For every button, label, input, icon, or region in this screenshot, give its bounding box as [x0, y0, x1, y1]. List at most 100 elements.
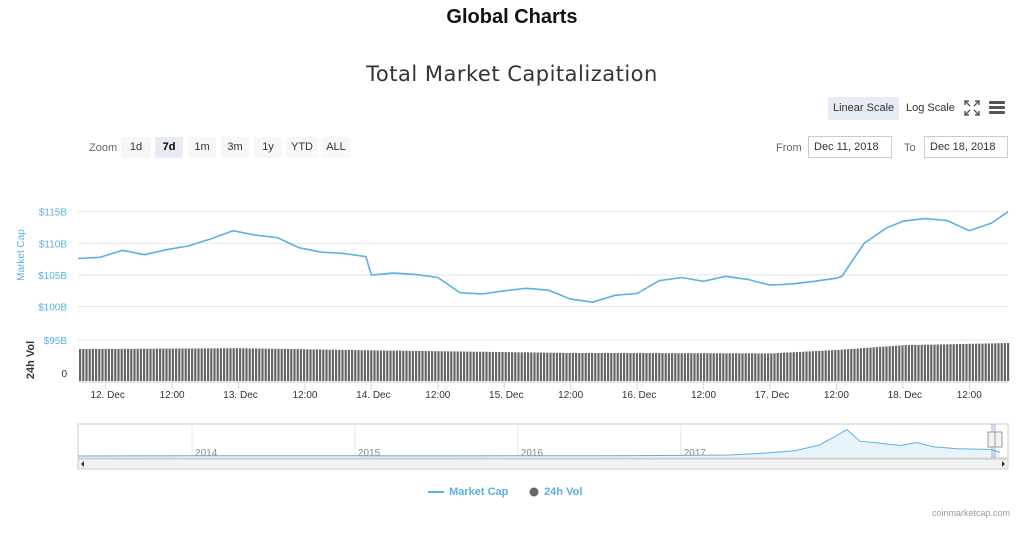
- volume-bar: [530, 352, 533, 381]
- volume-bar: [383, 350, 386, 381]
- volume-bar: [536, 352, 539, 381]
- market-cap-chart[interactable]: $100B $105B $110B $115B Market Cap $95B 0 24h …: [0, 0, 1024, 470]
- zoom-button-all[interactable]: ALL: [322, 137, 350, 158]
- volume-bar: [655, 353, 658, 381]
- zoom-button-1y[interactable]: 1y: [254, 137, 282, 158]
- volume-bar: [527, 352, 530, 381]
- volume-bar: [683, 353, 686, 381]
- volume-bar: [322, 349, 325, 381]
- zoom-button-7d[interactable]: 7d: [155, 137, 183, 158]
- legend-item-market-cap[interactable]: Market Cap: [428, 486, 508, 498]
- volume-bar: [392, 350, 395, 381]
- x-tick-label: 12:00: [824, 390, 849, 401]
- volume-bar: [363, 350, 366, 381]
- volume-bar: [719, 353, 722, 381]
- volume-bar: [315, 349, 318, 381]
- volume-bar: [181, 348, 184, 381]
- volume-bar: [325, 349, 328, 381]
- volume-bar: [795, 352, 798, 381]
- volume-bar: [744, 353, 747, 381]
- volume-bar: [159, 348, 162, 381]
- volume-bar: [293, 349, 296, 381]
- volume-bar: [149, 348, 152, 381]
- volume-bar: [693, 353, 696, 381]
- navigator-handle[interactable]: [994, 431, 1003, 448]
- volume-bar: [130, 348, 133, 381]
- to-date-input[interactable]: [924, 136, 1008, 158]
- volume-bar: [584, 353, 587, 381]
- volume-bar: [635, 353, 638, 381]
- volume-bar: [251, 348, 254, 381]
- zoom-button-1d[interactable]: 1d: [121, 137, 151, 158]
- from-label: From: [776, 142, 802, 154]
- legend: Market Cap 24h Vol: [0, 486, 1024, 502]
- x-tick-label: 12:00: [160, 390, 185, 401]
- volume-bar: [95, 349, 98, 381]
- volume-bar: [591, 353, 594, 381]
- volume-bar: [901, 345, 904, 381]
- volume-bar: [757, 353, 760, 381]
- volume-bar: [187, 348, 190, 381]
- volume-bar: [607, 353, 610, 381]
- volume-bar: [184, 348, 187, 381]
- volume-bar: [418, 351, 421, 381]
- volume-bar: [255, 348, 258, 381]
- volume-bar: [815, 351, 818, 381]
- navigator-scrollbar[interactable]: [77, 458, 1009, 470]
- volume-bar: [104, 348, 107, 381]
- volume-bar: [194, 348, 197, 381]
- volume-bar: [296, 349, 299, 381]
- volume-bar: [738, 353, 741, 381]
- volume-bar: [930, 344, 933, 381]
- volume-bar: [415, 350, 418, 381]
- volume-bar: [495, 352, 498, 381]
- volume-bar: [191, 348, 194, 381]
- volume-bar: [735, 353, 738, 381]
- volume-bar: [895, 345, 898, 381]
- volume-bar: [776, 353, 779, 381]
- zoom-button-1m[interactable]: 1m: [188, 137, 216, 158]
- volume-bar: [690, 353, 693, 381]
- volume-bar: [696, 353, 699, 381]
- volume-bar: [747, 353, 750, 381]
- volume-bar: [911, 345, 914, 381]
- log-scale-button[interactable]: Log Scale: [906, 102, 955, 114]
- credit-link[interactable]: coinmarketcap.com: [931, 508, 1010, 518]
- volume-bar: [971, 343, 974, 381]
- zoom-button-3m[interactable]: 3m: [221, 137, 249, 158]
- volume-bar: [824, 350, 827, 381]
- volume-bar: [581, 353, 584, 381]
- volume-bar: [859, 348, 862, 381]
- volume-bar: [431, 351, 434, 381]
- volume-bar: [143, 348, 146, 381]
- volume-bar: [840, 349, 843, 381]
- volume-bar: [722, 353, 725, 381]
- zoom-button-ytd[interactable]: YTD: [286, 137, 318, 158]
- volume-bar: [904, 345, 907, 381]
- volume-bar: [843, 349, 846, 381]
- volume-bar: [223, 348, 226, 381]
- legend-item-24h-vol[interactable]: 24h Vol: [529, 486, 582, 498]
- scroll-left-arrow-icon[interactable]: [81, 461, 84, 467]
- hamburger-menu-icon[interactable]: [989, 101, 1005, 115]
- volume-bar: [552, 352, 555, 381]
- volume-bar: [171, 348, 174, 381]
- volume-bar: [597, 353, 600, 381]
- linear-scale-button[interactable]: Linear Scale: [828, 97, 900, 120]
- volume-bar: [427, 351, 430, 381]
- volume-bar: [379, 350, 382, 381]
- volume-bar: [543, 352, 546, 381]
- y-tick-label: $105B: [38, 271, 67, 282]
- volume-bar: [133, 348, 136, 381]
- zoom-label: Zoom: [89, 142, 118, 154]
- volume-bar: [847, 349, 850, 381]
- fullscreen-icon[interactable]: [964, 100, 980, 116]
- from-date-input[interactable]: [808, 136, 892, 158]
- volume-bar: [927, 344, 930, 381]
- scroll-right-arrow-icon[interactable]: [1002, 461, 1005, 467]
- volume-bar: [367, 350, 370, 381]
- volume-bar: [277, 348, 280, 381]
- volume-bar: [111, 348, 114, 381]
- volume-bar: [469, 351, 472, 381]
- navigator-handle[interactable]: [987, 431, 996, 448]
